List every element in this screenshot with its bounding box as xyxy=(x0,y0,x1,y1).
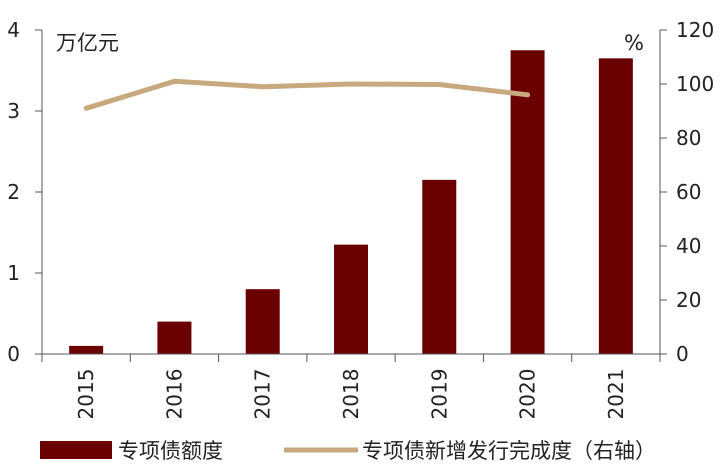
completion-point-2015 xyxy=(83,105,89,111)
right-y-axis: 0 20 40 60 80 100 120 xyxy=(659,18,714,366)
x-tick-label: 2017 xyxy=(251,369,275,420)
x-axis: 2015 2016 2017 2018 2019 2020 2021 xyxy=(41,353,661,420)
x-tick-label: 2016 xyxy=(162,369,186,420)
line-series xyxy=(83,78,531,111)
x-tick-label: 2021 xyxy=(604,369,628,420)
x-tick-label: 2019 xyxy=(427,369,451,420)
legend-label-bar: 专项债额度 xyxy=(118,439,223,463)
right-tick-label: 80 xyxy=(676,126,701,150)
right-tick-label: 20 xyxy=(676,288,701,312)
bar-2019 xyxy=(422,179,457,354)
bar-2020 xyxy=(510,50,545,354)
bar-2018 xyxy=(334,244,368,354)
right-tick-label: 100 xyxy=(676,72,714,96)
legend: 专项债额度 专项债新增发行完成度（右轴） xyxy=(40,439,656,463)
right-tick-label: 120 xyxy=(676,18,714,42)
left-tick-label: 1 xyxy=(7,261,20,285)
x-tick-label: 2015 xyxy=(74,369,98,420)
bar-2017 xyxy=(245,289,280,354)
left-axis-unit: 万亿元 xyxy=(56,31,119,55)
right-tick-label: 60 xyxy=(676,180,701,204)
right-axis-unit: % xyxy=(624,31,644,55)
completion-point-2017 xyxy=(260,84,266,90)
bar-2015 xyxy=(69,345,104,354)
bar-2016 xyxy=(157,321,192,354)
legend-label-line: 专项债新增发行完成度（右轴） xyxy=(362,439,656,463)
x-tick-label: 2020 xyxy=(516,369,540,420)
left-y-axis: 0 1 2 3 4 xyxy=(7,18,43,366)
completion-point-2016 xyxy=(171,78,177,84)
left-tick-label: 0 xyxy=(7,342,20,366)
completion-point-2018 xyxy=(348,81,354,87)
left-tick-label: 2 xyxy=(7,180,20,204)
right-tick-label: 40 xyxy=(676,234,701,258)
bar-series xyxy=(69,50,633,354)
left-tick-label: 4 xyxy=(7,18,20,42)
completion-point-2020 xyxy=(525,92,531,98)
legend-swatch-bar xyxy=(40,441,112,459)
left-tick-label: 3 xyxy=(7,99,20,123)
completion-point-2019 xyxy=(436,82,442,88)
x-tick-label: 2018 xyxy=(339,369,363,420)
completion-rate-line xyxy=(85,78,528,111)
bar-2021 xyxy=(598,58,633,354)
right-tick-label: 0 xyxy=(676,342,689,366)
